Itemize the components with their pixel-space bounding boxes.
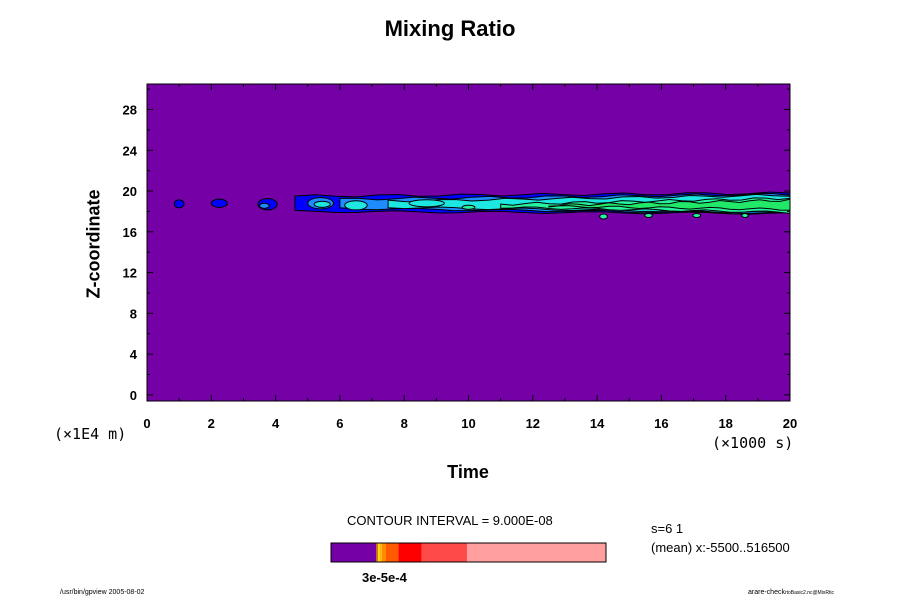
contour-blob-level-3 xyxy=(344,200,368,211)
x-tick-label: 20 xyxy=(783,416,797,431)
contour-blob-level-1 xyxy=(210,198,228,208)
footer-source-file: rtoBasic2.nc@MixRtic xyxy=(784,590,834,596)
chart-title: Mixing Ratio xyxy=(384,16,516,41)
colorbar-frame xyxy=(330,542,607,563)
x-tick-label: 0 xyxy=(143,416,150,431)
y-tick-label: 0 xyxy=(130,388,137,403)
stats-line-1: s=6 1 xyxy=(651,521,684,536)
contour-blob-level-3 xyxy=(408,199,445,208)
x-tick-label: 6 xyxy=(336,416,343,431)
x-tick-label: 18 xyxy=(718,416,732,431)
x-tick-label: 16 xyxy=(654,416,668,431)
footer-command: /usr/bin/gpview 2005-08-02 xyxy=(60,589,145,596)
y-tick-label: 24 xyxy=(123,143,138,158)
y-tick-label: 12 xyxy=(123,266,137,281)
colorbar-segment xyxy=(421,543,468,562)
contour-blob-level-2 xyxy=(259,202,270,209)
y-axis-title: Z-coordinate xyxy=(83,189,104,299)
colorbar xyxy=(330,542,607,563)
colorbar-segment xyxy=(376,543,379,562)
contour-blob-level-4 xyxy=(644,212,653,219)
colorbar-segment xyxy=(378,543,380,562)
y-tick-label: 8 xyxy=(130,306,137,321)
contour-blob-level-4 xyxy=(741,212,749,219)
plot-area xyxy=(147,84,790,401)
x-tick-label: 4 xyxy=(272,416,280,431)
x-tick-label: 10 xyxy=(461,416,475,431)
contour-blob-level-4 xyxy=(461,204,476,210)
y-tick-label: 4 xyxy=(130,347,138,362)
colorbar-segment xyxy=(379,543,382,562)
plot-frame xyxy=(146,83,791,402)
contour-blob-level-1 xyxy=(173,199,185,209)
x-tick-label: 14 xyxy=(590,416,605,431)
contour-blob-level-3 xyxy=(313,200,331,208)
footer-source-main: arare-check xyxy=(748,589,785,596)
contour-blob-level-4 xyxy=(599,213,608,220)
x-axis-title: Time xyxy=(447,462,489,482)
colorbar-segment xyxy=(331,543,377,562)
contour-features xyxy=(173,191,790,220)
colorbar-tick-labels: 3e-5e-4 xyxy=(362,570,407,585)
x-axis-unit: (×1000 s) xyxy=(712,434,794,452)
x-tick-label: 2 xyxy=(208,416,215,431)
x-tick-label: 8 xyxy=(401,416,408,431)
y-tick-label: 20 xyxy=(123,184,137,199)
contour-blob-level-4 xyxy=(692,212,702,219)
footer-source: arare-checkrtoBasic2.nc@MixRtic xyxy=(748,589,834,596)
colorbar-segment xyxy=(467,543,606,562)
stats-line-2: (mean) x:-5500..516500 xyxy=(651,540,790,555)
x-tick-label: 12 xyxy=(526,416,540,431)
y-axis-ticks: 0 4 8 12 16 20 24 28 xyxy=(123,88,790,403)
y-tick-label: 28 xyxy=(123,102,137,117)
colorbar-segment xyxy=(386,543,399,562)
y-tick-label: 16 xyxy=(123,225,137,240)
contour-band-level-5 xyxy=(548,198,790,211)
y-axis-unit: (×1E4 m) xyxy=(54,425,127,443)
colorbar-segment xyxy=(398,543,422,562)
colorbar-segment xyxy=(381,543,386,562)
contour-interval-label: CONTOUR INTERVAL = 9.000E-08 xyxy=(347,513,553,528)
